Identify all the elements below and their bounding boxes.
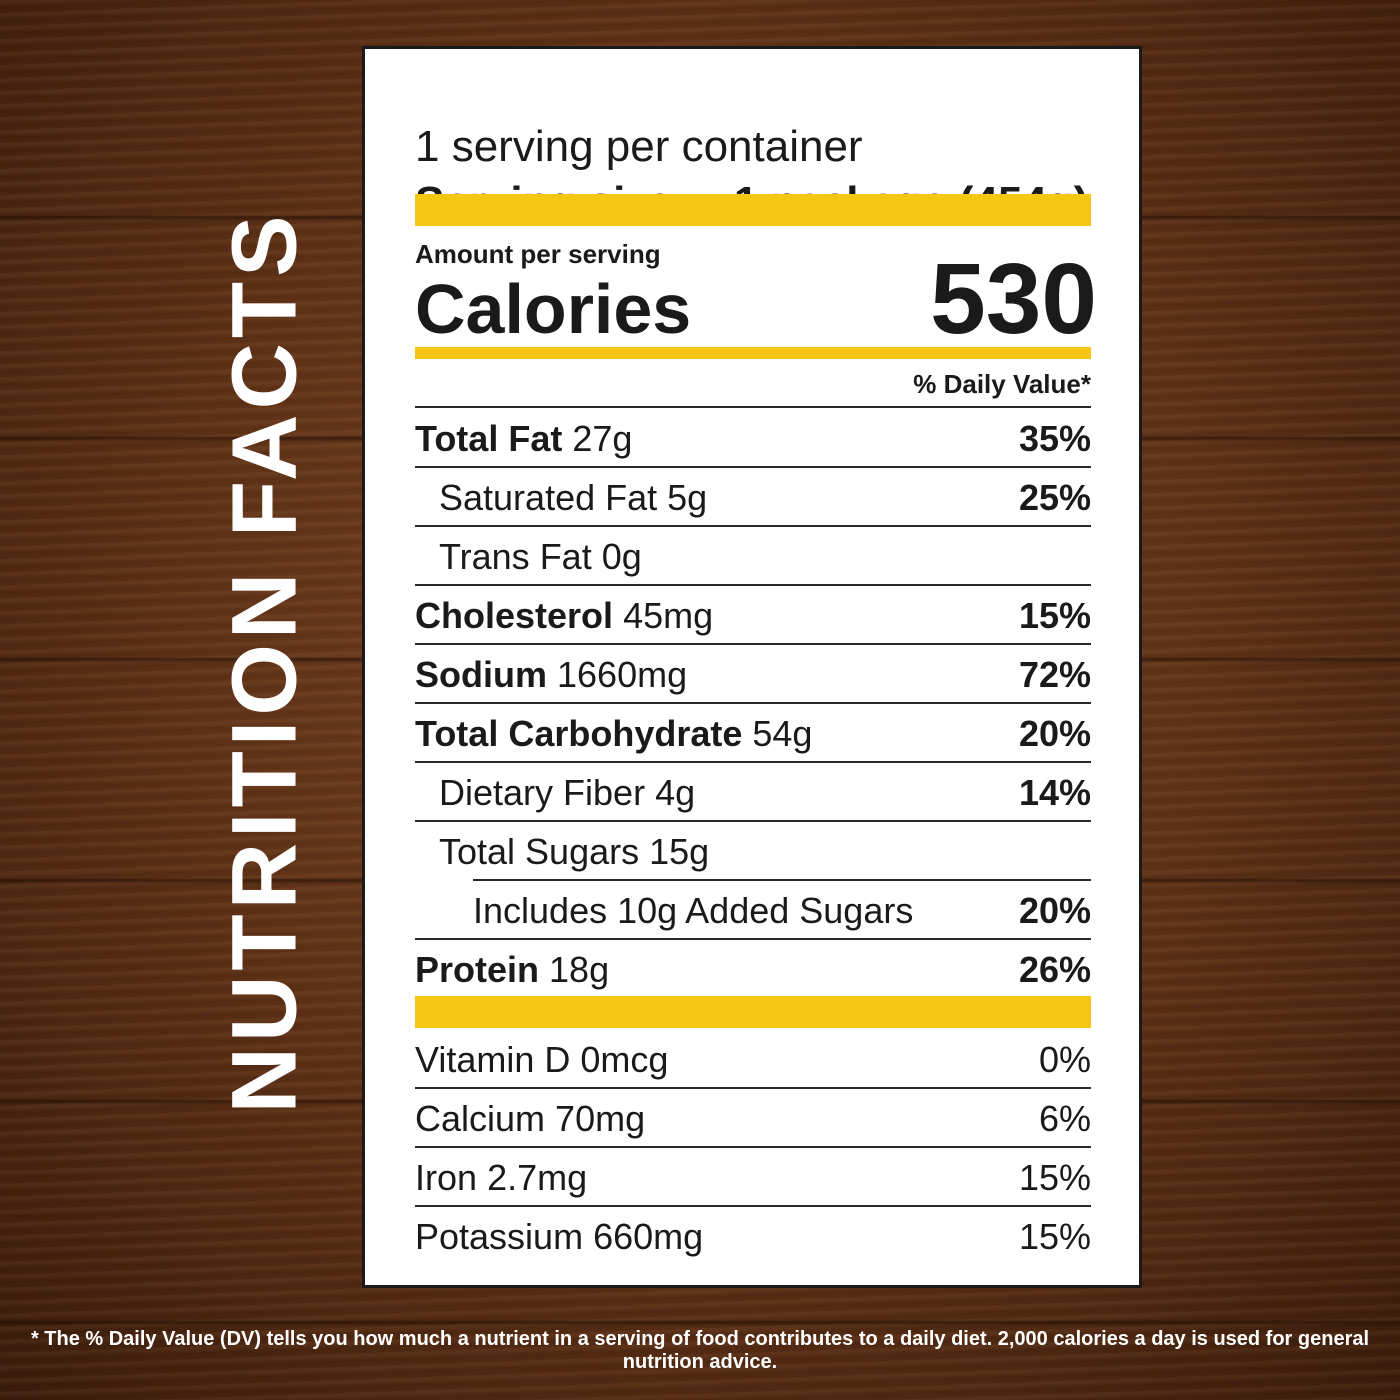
vitamin-name: Potassium [415,1216,584,1257]
vitamin-row-calcium: Calcium 70mg 6% [415,1091,1091,1147]
vitamin-amount: 0mcg [580,1039,669,1080]
row-divider [415,584,1091,586]
nutrient-dv: 20% [1018,890,1091,931]
row-divider [415,466,1091,468]
divider-bar-top [415,194,1091,226]
vitamin-dv: 0% [1038,1039,1091,1080]
nutrient-row-total-fat: Total Fat 27g 35% [415,411,1091,467]
vitamin-name: Calcium [415,1098,546,1139]
nutrient-row-total-sugars: Total Sugars 15g [415,824,1091,880]
nutrient-row-sodium: Sodium 1660mg 72% [415,647,1091,703]
row-divider [415,702,1091,704]
nutrient-amount: 54g [752,713,813,754]
nutrient-amount: 1660mg [557,654,688,695]
vitamin-name: Vitamin D [415,1039,571,1080]
nutrient-amount: 45mg [623,595,714,636]
row-divider [473,879,1091,881]
nutrient-row-protein: Protein 18g 26% [415,942,1091,998]
nutrition-label: 1 serving per container Serving size 1 p… [362,46,1142,1288]
calories-label: Calories [415,270,692,348]
nutrient-name: Total Fat [415,418,563,459]
servings-per-container: 1 serving per container [415,122,863,171]
nutrient-name: Cholesterol [415,595,614,636]
vitamin-dv: 15% [1018,1216,1091,1257]
nutrient-row-trans-fat: Trans Fat 0g [415,529,1091,585]
nutrient-name: Dietary Fiber [439,772,646,813]
vitamin-dv: 15% [1018,1157,1091,1198]
nutrient-dv: 26% [1018,949,1091,990]
nutrient-dv: 14% [1018,772,1091,813]
nutrient-amount: 5g [667,477,708,518]
row-divider [415,938,1091,940]
vitamin-row-potassium: Potassium 660mg 15% [415,1209,1091,1265]
row-divider [415,1087,1091,1089]
nutrient-row-dietary-fiber: Dietary Fiber 4g 14% [415,765,1091,821]
nutrient-amount: 15g [649,831,710,872]
vitamin-amount: 2.7mg [487,1157,588,1198]
daily-value-footnote: * The % Daily Value (DV) tells you how m… [30,1328,1370,1373]
divider-bar-vitamins [415,996,1091,1028]
row-divider [415,820,1091,822]
vitamin-row-iron: Iron 2.7mg 15% [415,1150,1091,1206]
row-divider [415,761,1091,763]
vitamin-name: Iron [415,1157,478,1198]
nutrient-name: Saturated Fat [439,477,658,518]
daily-value-header: % Daily Value* [913,369,1091,399]
calories-value: 530 [930,243,1097,355]
row-divider [415,1146,1091,1148]
vitamin-dv: 6% [1038,1098,1091,1139]
nutrient-dv: 15% [1018,595,1091,636]
vitamin-amount: 660mg [593,1216,704,1257]
nutrient-row-added-sugars: Includes 10g Added Sugars 20% [415,883,1091,939]
nutrient-amount: 27g [572,418,633,459]
divider-bar-calories [415,347,1091,359]
row-divider [415,643,1091,645]
amount-per-serving: Amount per serving [415,239,661,269]
nutrient-dv: 35% [1018,418,1091,459]
nutrient-name: Sodium [415,654,547,695]
vitamin-amount: 70mg [555,1098,646,1139]
nutrient-row-total-carbohydrate: Total Carbohydrate 54g 20% [415,706,1091,762]
row-divider [415,406,1091,408]
nutrient-row-cholesterol: Cholesterol 45mg 15% [415,588,1091,644]
nutrient-amount: 4g [655,772,696,813]
nutrient-row-saturated-fat: Saturated Fat 5g 25% [415,470,1091,526]
nutrient-dv: 25% [1018,477,1091,518]
nutrient-dv: 72% [1018,654,1091,695]
nutrient-amount: 18g [549,949,610,990]
nutrient-name: Total Sugars [439,831,640,872]
nutrient-name: Total Carbohydrate [415,713,743,754]
nutrition-facts-title: NUTRITION FACTS [213,210,316,1114]
nutrient-name: Protein [415,949,540,990]
row-divider [415,1205,1091,1207]
row-divider [415,525,1091,527]
nutrient-amount: 0g [601,536,642,577]
nutrient-name: Trans Fat [439,536,592,577]
nutrient-dv: 20% [1018,713,1091,754]
vitamin-row-vitamin-d: Vitamin D 0mcg 0% [415,1032,1091,1088]
nutrient-name: Includes 10g Added Sugars [473,890,914,931]
